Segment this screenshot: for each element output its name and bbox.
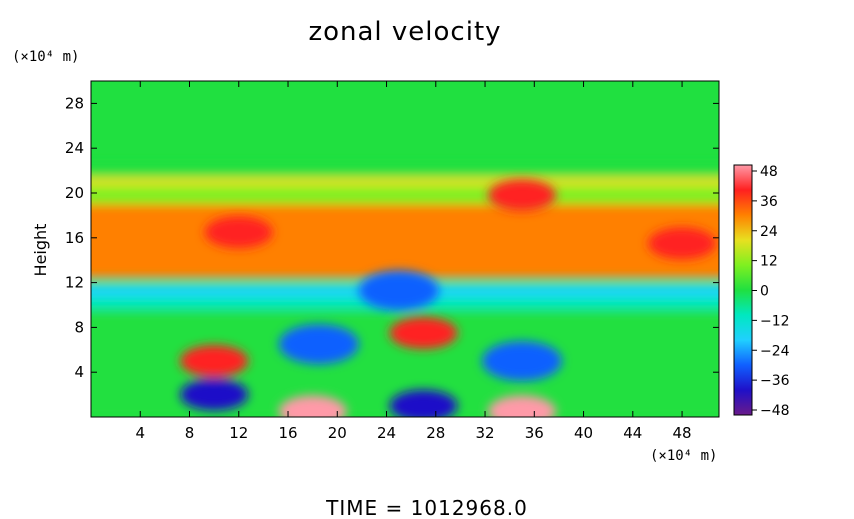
x-tick-label: 8: [185, 424, 195, 442]
x-tick-label: 16: [278, 424, 297, 442]
heatmap-feature: [180, 378, 249, 411]
heatmap-feature: [358, 270, 439, 311]
x-tick-label: 12: [229, 424, 248, 442]
y-tick-label: 24: [65, 139, 84, 157]
y-axis-unit: (×10⁴ m): [12, 49, 79, 65]
time-label: TIME = 1012968.0: [325, 496, 528, 519]
x-axis: 4 8 12 16 20 24 28 32 36 40 44 48: [135, 81, 692, 442]
colorbar-tick-label: −24: [760, 343, 790, 359]
heatmap-band: [91, 186, 719, 205]
y-tick-label: 20: [65, 184, 84, 202]
x-tick-label: 20: [328, 424, 347, 442]
colorbar-tick-label: 24: [760, 224, 778, 240]
x-axis-unit: (×10⁴ m): [650, 448, 717, 464]
y-tick-label: 16: [65, 229, 84, 247]
colorbar-tick-label: −48: [760, 403, 790, 419]
y-tick-label: 4: [74, 363, 84, 381]
heatmap-feature: [648, 227, 717, 260]
colorbar-tick-label: −12: [760, 313, 790, 329]
heatmap-band: [91, 163, 719, 178]
heatmap-feature: [487, 395, 556, 417]
heatmap-feature: [278, 395, 347, 417]
colorbar-tick-label: 12: [760, 254, 778, 270]
heatmap-feature: [278, 324, 359, 365]
heatmap-band: [91, 177, 719, 187]
colorbar-tick-label: −36: [760, 373, 790, 389]
x-tick-label: 36: [525, 424, 544, 442]
x-tick-label: 24: [377, 424, 396, 442]
heatmap-feature: [204, 216, 273, 249]
heatmap-feature: [389, 317, 458, 349]
heatmap-band: [91, 215, 719, 261]
y-axis-label: Height: [31, 224, 50, 277]
x-tick-label: 32: [475, 424, 494, 442]
y-tick-label: 8: [74, 318, 84, 336]
heatmap-feature: [487, 179, 556, 212]
colorbar-tick-label: 48: [760, 164, 778, 180]
x-tick-label: 4: [135, 424, 145, 442]
colorbar-tick-label: 36: [760, 194, 778, 210]
x-tick-label: 40: [574, 424, 593, 442]
y-axis: 4 8 12 16 20 24 28: [65, 94, 719, 381]
chart-title: zonal velocity: [308, 17, 501, 47]
x-tick-label: 28: [426, 424, 445, 442]
heatmap-feature: [180, 345, 249, 377]
colorbar-tick-label: 0: [760, 284, 769, 300]
heatmap-feature: [389, 389, 458, 417]
colorbar-gradient: [733, 164, 753, 416]
plot-frame: [90, 80, 720, 418]
x-tick-label: 48: [673, 424, 692, 442]
heatmap-feature: [481, 341, 562, 381]
heatmap-plot: [90, 80, 720, 418]
y-tick-label: 12: [65, 274, 84, 292]
x-tick-label: 44: [623, 424, 642, 442]
y-tick-label: 28: [65, 94, 84, 112]
colorbar: 48 36 24 12 0 −12 −24 −36 −48: [733, 164, 790, 419]
